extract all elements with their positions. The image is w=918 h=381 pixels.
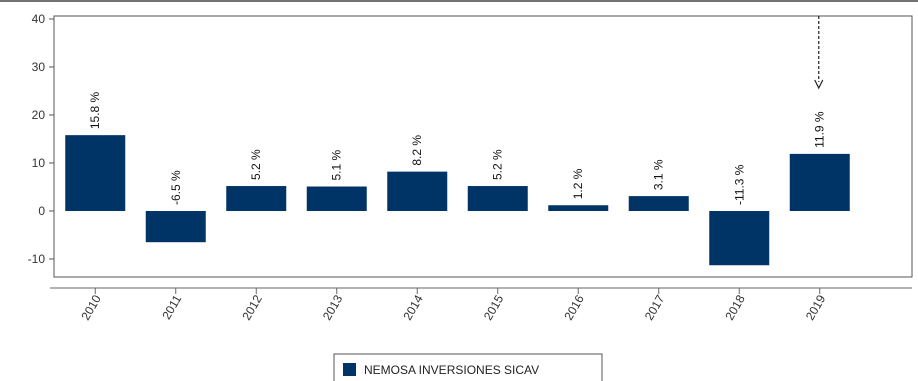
bar: [145, 211, 206, 243]
bar: [467, 186, 528, 211]
legend-label: NEMOSA INVERSIONES SICAV: [364, 363, 539, 377]
bars: [65, 135, 850, 266]
y-axis: -10 0 10 20 30 40: [28, 12, 54, 266]
y-tick-label: 0: [38, 204, 45, 218]
bar: [628, 196, 689, 211]
arrow-head: [814, 79, 824, 90]
bar: [387, 171, 448, 211]
data-label: 1.2 %: [571, 168, 585, 199]
legend: NEMOSA INVERSIONES SICAV: [333, 353, 603, 381]
data-labels: 15.8 % -6.5 % 5.2 % 5.1 % 8.2 % 5.2 % 1.2 % 3.1…: [88, 16, 827, 205]
bar: [789, 153, 850, 211]
x-tick-label: 2011: [159, 292, 184, 322]
y-tick-label: 40: [32, 12, 46, 26]
x-tick-label: 2012: [239, 292, 265, 322]
y-tick-label: 20: [32, 108, 46, 122]
x-tick-label: 2014: [400, 292, 426, 322]
data-label: 8.2 %: [410, 135, 424, 166]
legend-swatch: [343, 363, 356, 376]
x-tick-label: 2018: [722, 292, 748, 322]
x-tick-label: 2016: [561, 292, 587, 322]
data-label: 5.1 %: [330, 150, 344, 181]
y-tick-label: 10: [32, 156, 46, 170]
y-tick-label: -10: [28, 252, 46, 266]
data-label: 5.2 %: [491, 149, 505, 180]
bar: [709, 211, 770, 266]
x-tick-label: 2013: [320, 292, 346, 322]
x-axis: 2010 2011 2012 2013 2014 2015 2016 2017 2018 2019: [50, 287, 912, 323]
legend-box: [333, 353, 603, 381]
plot-frame: [0, 0, 918, 278]
y-tick-label: 30: [32, 60, 46, 74]
data-label: -6.5 %: [169, 170, 183, 205]
data-label: -11.3 %: [732, 164, 746, 205]
bar: [65, 135, 126, 211]
data-label: 15.8 %: [88, 91, 102, 129]
x-tick-label: 2010: [78, 292, 104, 322]
bar: [548, 205, 609, 211]
bar: [306, 186, 367, 211]
bar: [226, 186, 287, 211]
x-tick-label: 2015: [481, 292, 507, 322]
data-label: 3.1 %: [652, 159, 666, 190]
data-label: 11.9 %: [813, 111, 827, 148]
x-tick-label: 2019: [803, 292, 829, 322]
plot-area-border: [53, 15, 913, 278]
data-label: 5.2 %: [249, 149, 263, 180]
x-tick-label: 2017: [642, 292, 668, 322]
